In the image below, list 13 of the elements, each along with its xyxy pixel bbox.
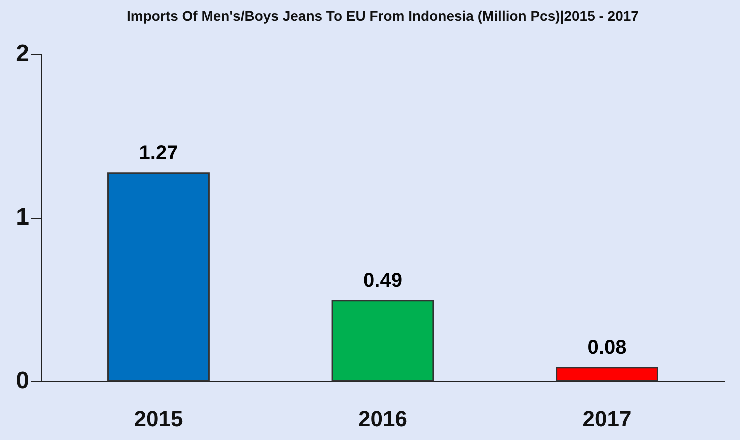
x-tick-label: 2016 xyxy=(358,406,408,432)
data-label: 0.49 xyxy=(364,270,402,292)
bar xyxy=(556,367,658,382)
x-tick-label: 2017 xyxy=(582,406,632,432)
data-label: 1.27 xyxy=(139,142,178,164)
bar xyxy=(332,300,434,382)
data-label: 0.08 xyxy=(588,336,627,359)
y-tick-label: 2 xyxy=(16,40,30,68)
x-tick-label: 2015 xyxy=(134,406,184,432)
bar xyxy=(108,172,210,382)
y-tick-label: 0 xyxy=(16,368,30,394)
y-tick-label: 1 xyxy=(16,204,30,231)
chart-title: Imports Of Men's/Boys Jeans To EU From Indonesia (Million Pcs)|2015 - 2017 xyxy=(127,8,640,25)
